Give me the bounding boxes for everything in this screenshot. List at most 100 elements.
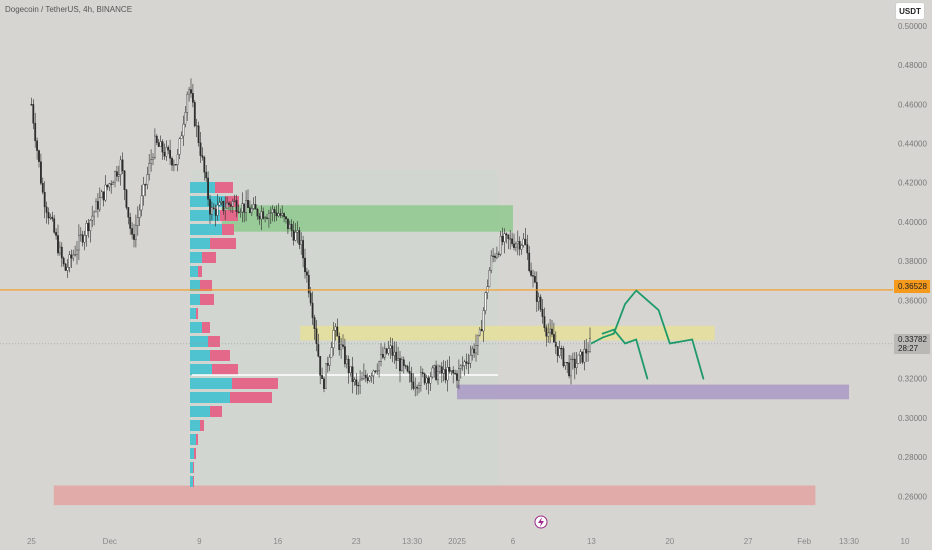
red-zone	[53, 485, 816, 506]
candle-body	[478, 329, 481, 336]
candle-body	[59, 246, 61, 254]
candle-body	[127, 207, 130, 218]
currency-button[interactable]: USDT	[895, 2, 925, 20]
candle-body	[562, 348, 565, 367]
candle-body	[579, 351, 582, 356]
candle-body	[410, 373, 413, 383]
candle-body	[229, 204, 232, 207]
candle-body	[387, 348, 390, 354]
candle-body	[119, 159, 122, 175]
x-tick-label: 6	[511, 537, 516, 546]
candle-body	[437, 371, 439, 380]
candle-body	[421, 372, 424, 375]
volume-profile-bar-up	[190, 322, 202, 333]
candle-body	[545, 327, 548, 337]
candle-body	[66, 266, 69, 271]
candle-body	[95, 201, 97, 213]
candle-body	[142, 184, 145, 197]
volume-profile-bar-up	[190, 364, 212, 375]
candle-body	[446, 367, 449, 381]
y-tick-label: 0.30000	[898, 414, 927, 423]
candle-body	[91, 215, 94, 221]
candle-body	[572, 358, 574, 361]
volume-profile-bar-up	[190, 252, 202, 263]
candle-body	[342, 344, 344, 347]
candle-body	[497, 253, 500, 255]
candle-body	[475, 345, 477, 354]
candle-body	[568, 362, 571, 377]
candle-body	[363, 374, 365, 380]
candle-body	[380, 354, 382, 362]
candle-body	[513, 243, 515, 248]
candle-body	[252, 204, 255, 209]
level-line-price-tag: 0.36528	[894, 280, 930, 293]
candle-body	[520, 245, 523, 250]
volume-profile-bar-down	[230, 392, 272, 403]
candle-body	[551, 328, 553, 335]
candle-body	[340, 344, 342, 350]
candle-body	[471, 348, 474, 356]
candle-body	[532, 275, 534, 277]
candle-body	[317, 343, 320, 357]
purple-zone	[457, 384, 849, 400]
x-tick-label: 9	[197, 537, 202, 546]
candle-body	[172, 164, 175, 166]
candle-body	[283, 213, 285, 217]
candle-body	[401, 359, 403, 372]
candle-body	[309, 292, 312, 304]
candle-body	[247, 200, 249, 208]
candle-body	[427, 377, 430, 384]
candle-body	[389, 345, 392, 349]
candle-body	[140, 195, 143, 211]
candle-body	[304, 257, 306, 273]
x-tick-label: Dec	[103, 537, 117, 546]
candle-body	[315, 328, 318, 344]
candle-body	[258, 215, 261, 220]
candle-body	[575, 363, 578, 368]
candle-body	[577, 354, 580, 364]
candle-body	[349, 366, 352, 373]
candle-body	[228, 202, 230, 205]
volume-profile-bar-up	[190, 462, 193, 473]
candle-body	[165, 147, 168, 157]
candle-body	[553, 334, 555, 343]
candle-body	[197, 125, 200, 144]
candle-body	[372, 370, 375, 377]
candle-body	[556, 346, 559, 357]
bar-countdown: 28:27	[898, 344, 919, 353]
candle-body	[241, 203, 244, 213]
volume-profile-bar-down	[210, 406, 222, 417]
candle-body	[125, 189, 128, 208]
candle-body	[370, 375, 373, 378]
candle-body	[292, 230, 295, 241]
candle-body	[180, 135, 183, 139]
candle-body	[186, 93, 189, 113]
y-tick-label: 0.32000	[898, 375, 927, 384]
candle-body	[397, 358, 399, 361]
candle-body	[391, 345, 394, 356]
candle-body	[296, 230, 299, 233]
candle-body	[385, 348, 388, 354]
candle-body	[47, 212, 50, 219]
candle-body	[378, 361, 380, 371]
candle-body	[49, 216, 52, 219]
volume-profile-bar-down	[196, 308, 198, 319]
candle-body	[326, 363, 329, 366]
candle-body	[395, 351, 398, 361]
candle-body	[45, 206, 48, 213]
candle-body	[404, 365, 407, 367]
candle-body	[503, 233, 506, 243]
candle-body	[43, 192, 46, 208]
candle-body	[159, 141, 162, 147]
candle-body	[488, 270, 491, 287]
symbol-header: Dogecoin / TetherUS, 4h, BINANCE	[5, 5, 133, 14]
candle-body	[465, 361, 468, 364]
x-tick-label: 16	[273, 537, 282, 546]
volume-profile	[190, 182, 278, 487]
candle-body	[583, 348, 586, 363]
candle-body	[176, 154, 179, 165]
candle-body	[262, 211, 265, 219]
candle-body	[115, 171, 118, 177]
